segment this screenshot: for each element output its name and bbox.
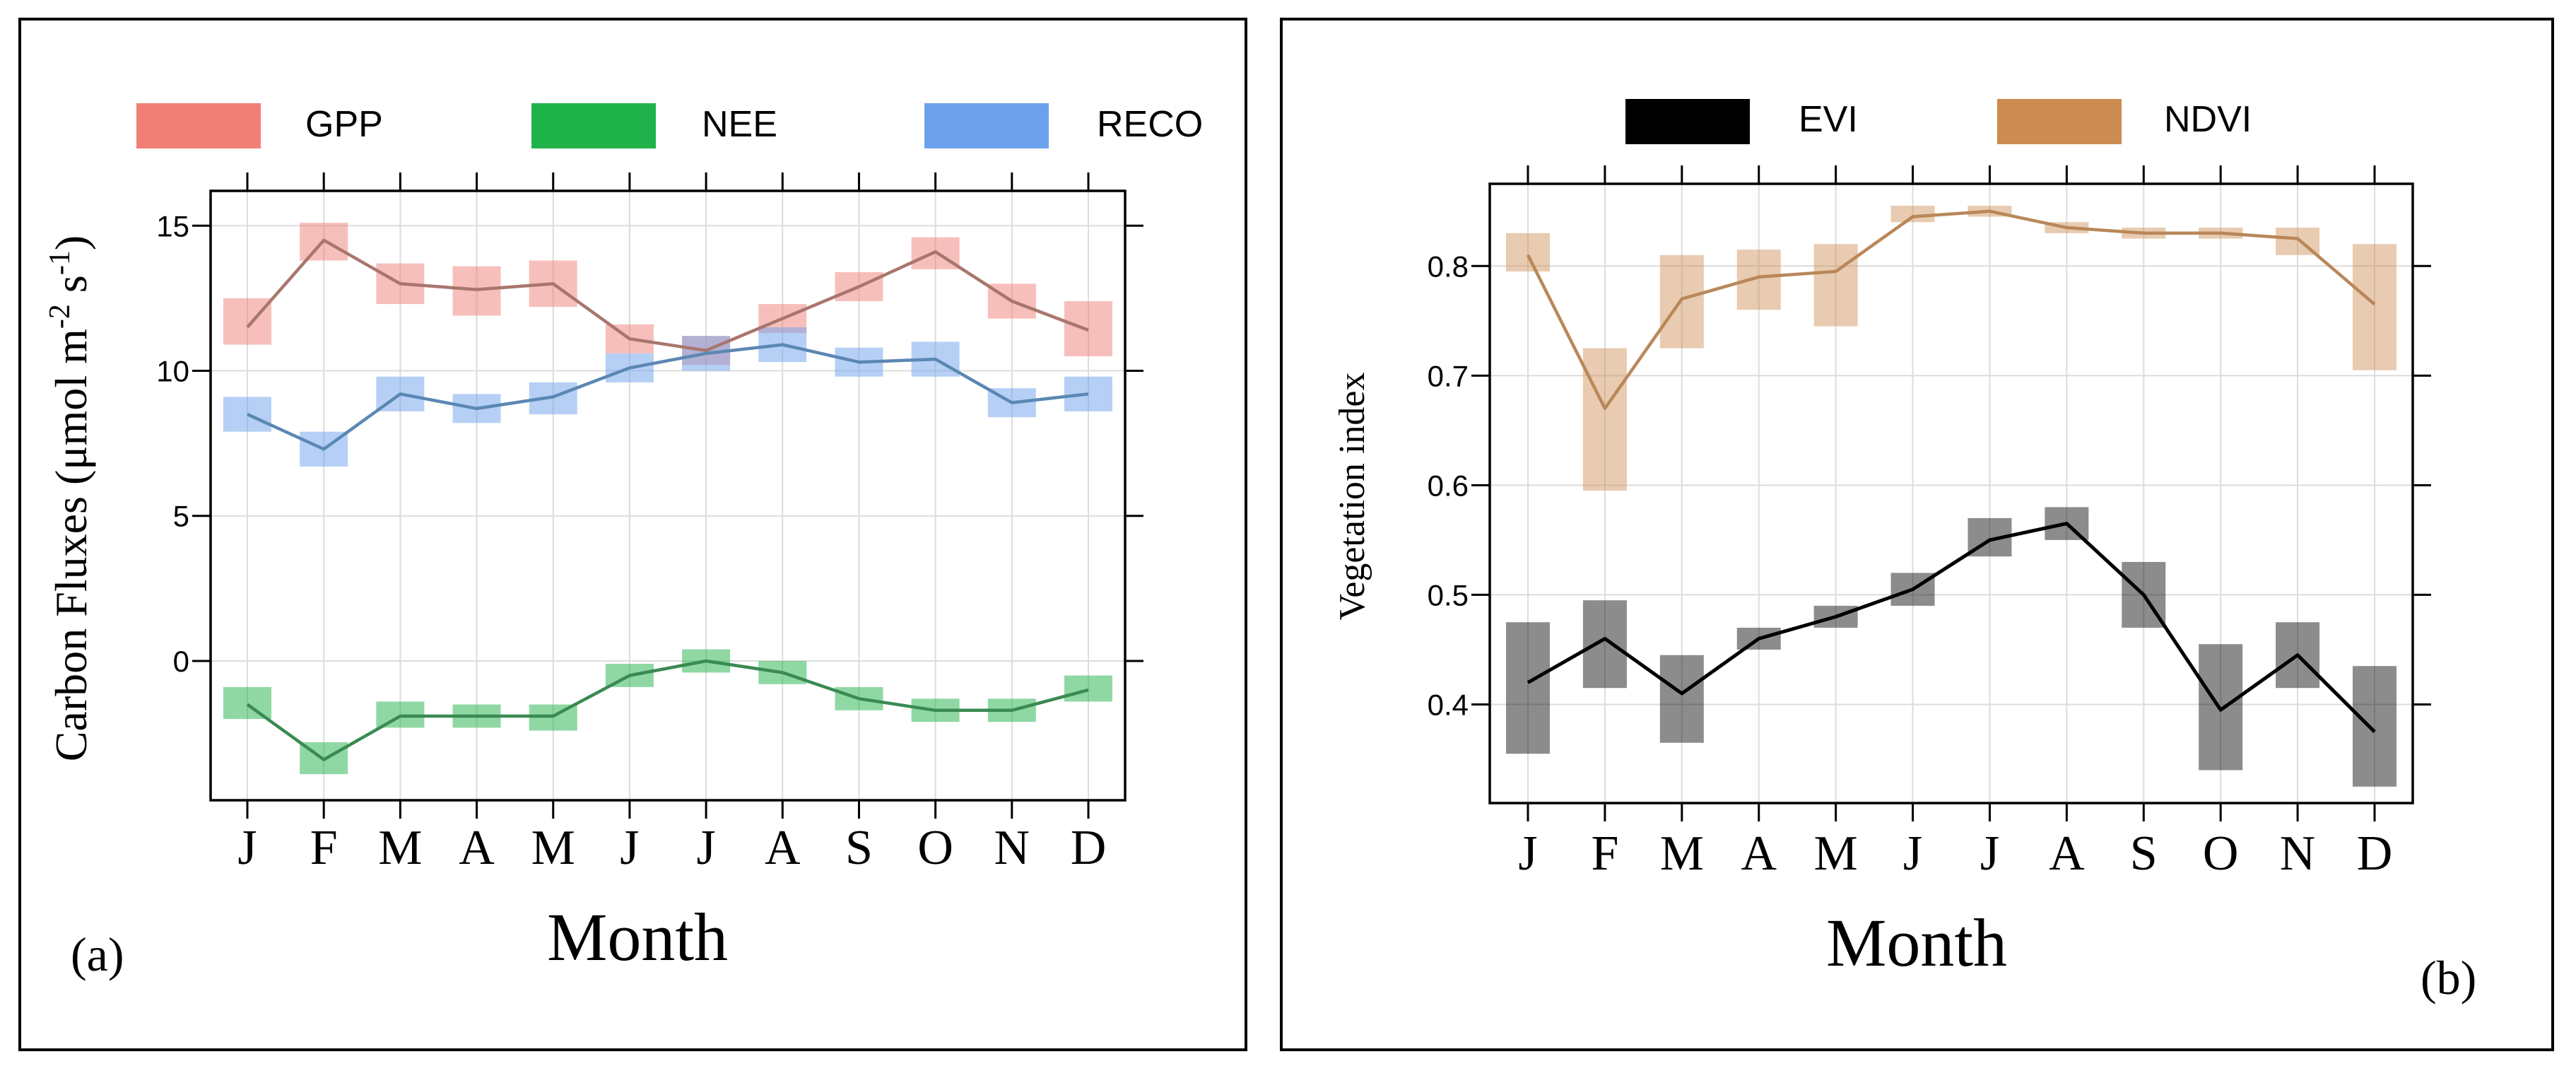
ndvi-range-band — [1582, 348, 1627, 491]
panel-a-frame — [18, 18, 1247, 1051]
panel-b-y-tick-label: 0.6 — [1428, 469, 1469, 502]
legend-swatch-evi — [1625, 99, 1750, 144]
panel-a-x-tick-label: S — [845, 821, 873, 875]
evi-range-band — [2353, 666, 2396, 787]
panel-a-x-tick-label: A — [459, 821, 495, 875]
panel-b-axes-box — [1488, 182, 2414, 804]
legend-label-evi: EVI — [1799, 99, 1858, 140]
panel-a-x-tick-label: O — [917, 821, 953, 875]
panel-b-x-tick-label: A — [1741, 826, 1777, 881]
panel-b-y-tick-label: 0.8 — [1428, 250, 1469, 283]
panel-b-x-tick-label: N — [2280, 826, 2316, 881]
panel-a-x-tick-label: J — [696, 821, 715, 875]
panel-b-y-tick-label: 0.5 — [1428, 578, 1469, 611]
panel-b-ticks: J F M A M J J A S O N D0.40.50.60.70.8 — [1428, 165, 2431, 881]
reco-series-line — [247, 343, 1089, 451]
panel-b-legend: EVI NDVI — [1625, 99, 2252, 144]
panel-a-x-tick-label: N — [994, 821, 1030, 875]
panel-b: EVI NDVI J F M A M J J A S O N D0.40.50.60.70.8 Veg… — [1280, 18, 2554, 1051]
panel-b-y-tick-label: 0.4 — [1428, 688, 1469, 721]
legend-swatch-ndvi — [1997, 99, 2122, 144]
panel-b-x-tick-label: J — [1518, 826, 1537, 881]
panel-a-x-tick-label: D — [1071, 821, 1107, 875]
panel-a-x-axis-label: Month — [547, 899, 728, 975]
panel-b-y-tick-label: 0.7 — [1428, 359, 1469, 392]
panel-a-x-tick-label: F — [310, 821, 338, 875]
legend-swatch-gpp — [136, 103, 261, 148]
evi-range-band — [1659, 655, 1704, 743]
evi-range-band — [1506, 622, 1550, 754]
ndvi-range-band — [1506, 233, 1550, 272]
panel-a-x-tick-label: J — [620, 821, 639, 875]
panel-b-series — [1506, 206, 2396, 787]
panel-b-x-tick-label: M — [1660, 826, 1704, 881]
legend-swatch-reco — [924, 103, 1049, 148]
panel-b-frame — [1280, 18, 2554, 1051]
panel-a-legend: GPP NEE RECO — [136, 103, 1203, 148]
panel-b-grid — [1490, 184, 2413, 803]
gpp-range-band — [223, 298, 271, 345]
evi-series-line — [1527, 522, 2376, 733]
panel-b-plot-area: J F M A M J J A S O N D0.40.50.60.70.8 — [1428, 165, 2431, 881]
nee-range-band — [223, 686, 271, 720]
gpp-series-line — [246, 238, 1089, 353]
panel-b-tag: (b) — [2421, 951, 2476, 1005]
legend-label-nee: NEE — [702, 104, 777, 145]
panel-a-x-tick-label: A — [765, 821, 801, 875]
ndvi-range-band — [1890, 206, 1935, 223]
panel-a-x-tick-label: J — [237, 821, 257, 875]
panel-b-x-tick-label: A — [2049, 826, 2085, 881]
panel-a-y-tick-label: 5 — [173, 500, 189, 533]
reco-range-band — [223, 397, 271, 432]
panel-a-x-tick-label: M — [378, 821, 422, 875]
ndvi-range-band — [1813, 244, 1858, 327]
panel-a-x-tick-label: M — [531, 821, 575, 875]
panel-b-x-axis-label: Month — [1826, 905, 2007, 981]
panel-a-y-tick-label: 10 — [156, 354, 189, 387]
panel-a-series — [223, 223, 1112, 775]
panel-b-x-tick-label: F — [1591, 826, 1618, 881]
panel-b-x-tick-label: J — [1903, 826, 1922, 881]
panel-b-x-tick-label: J — [1980, 826, 1999, 881]
panel-a-y-tick-label: 0 — [173, 645, 189, 678]
panel-a-axes-box — [209, 189, 1127, 802]
legend-label-reco: RECO — [1097, 104, 1203, 145]
panel-a-y-tick-label: 15 — [156, 209, 189, 242]
panel-b-x-tick-label: S — [2130, 826, 2158, 881]
panel-a-y-axis-label: Carbon Fluxes (μmol m-2 s-1) — [44, 235, 96, 761]
panel-b-x-tick-label: O — [2203, 826, 2239, 881]
ndvi-series-line — [1526, 209, 2376, 411]
panel-b-x-tick-label: D — [2357, 826, 2393, 881]
panel-b-y-axis-label: Vegetation index — [1332, 373, 1372, 621]
panel-a-tag: (a) — [71, 927, 124, 981]
nee-range-band — [1064, 675, 1112, 702]
nee-series-line — [246, 659, 1089, 761]
panel-b-x-tick-label: M — [1814, 826, 1858, 881]
ndvi-range-band — [2353, 244, 2396, 370]
legend-label-gpp: GPP — [305, 104, 383, 145]
legend-label-ndvi: NDVI — [2164, 99, 2252, 140]
evi-range-band — [1582, 600, 1627, 689]
legend-swatch-nee — [531, 103, 656, 148]
